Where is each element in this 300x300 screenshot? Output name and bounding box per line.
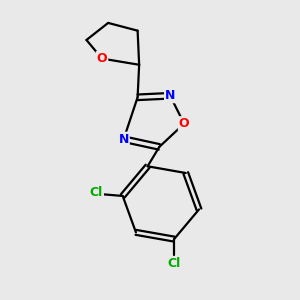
Text: N: N xyxy=(118,133,129,146)
Text: N: N xyxy=(165,89,175,102)
Text: Cl: Cl xyxy=(90,186,103,200)
Text: Cl: Cl xyxy=(167,257,181,270)
Text: O: O xyxy=(97,52,107,65)
Text: O: O xyxy=(179,117,189,130)
